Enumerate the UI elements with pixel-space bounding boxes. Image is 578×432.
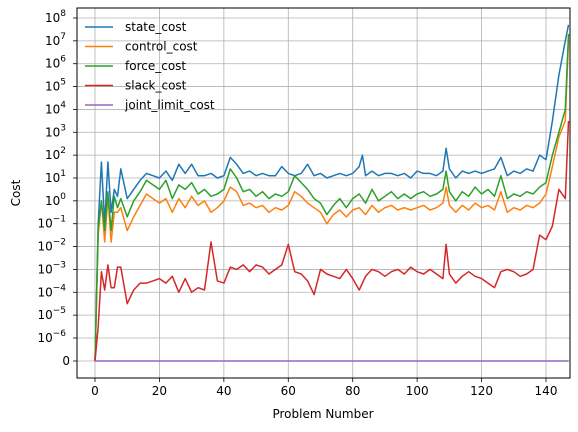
y-tick-label: 10−5 <box>37 306 66 322</box>
y-tick-exponent: 5 <box>60 78 66 88</box>
series-line-state_cost <box>94 24 570 362</box>
y-tick-label: 105 <box>45 78 66 94</box>
x-tick-label: 0 <box>91 384 99 398</box>
y-axis-label: Cost <box>9 179 23 206</box>
y-tick-exponent: 6 <box>60 55 66 65</box>
x-axis-label: Problem Number <box>272 407 373 421</box>
y-tick-exponent: 0 <box>60 192 66 202</box>
y-tick-exponent: −2 <box>53 238 66 248</box>
grid <box>77 8 570 378</box>
y-tick-label: 106 <box>45 55 66 71</box>
y-tick-base: 10 <box>45 80 60 94</box>
y-tick-exponent: −1 <box>53 215 66 225</box>
x-tick-label: 80 <box>345 384 360 398</box>
x-axis: 0 20 40 60 80 100 120 140 <box>91 378 557 398</box>
y-tick-label: 0 <box>62 354 70 368</box>
y-tick-exponent: 1 <box>60 169 66 179</box>
y-tick-label: 10−4 <box>37 283 66 299</box>
y-axis: 010−610−510−410−310−210−1100101102103104… <box>37 9 77 368</box>
y-tick-base: 10 <box>37 262 52 276</box>
series-line-force_cost <box>94 33 570 362</box>
y-tick-exponent: −5 <box>53 306 66 316</box>
series-line-slack_cost <box>94 120 570 362</box>
y-tick-base: 10 <box>45 194 60 208</box>
legend: state_cost control_cost force_cost slack_co… <box>85 20 215 112</box>
y-tick-label: 104 <box>45 100 66 116</box>
y-tick-label: 100 <box>45 192 66 208</box>
x-tick-label: 60 <box>281 384 296 398</box>
legend-label: force_cost <box>125 59 186 73</box>
y-tick-label: 10−3 <box>37 260 66 276</box>
legend-label: joint_limit_cost <box>124 98 215 112</box>
y-tick-base: 10 <box>45 148 60 162</box>
series-layer <box>94 24 570 362</box>
y-tick-base: 10 <box>37 331 52 345</box>
y-tick-exponent: −6 <box>53 329 67 339</box>
y-tick-exponent: 4 <box>60 100 66 110</box>
y-tick-base: 10 <box>37 217 52 231</box>
y-tick-base: 10 <box>45 125 60 139</box>
y-tick-label: 10−1 <box>37 215 66 231</box>
y-tick-label: 107 <box>45 32 66 48</box>
y-tick-exponent: 7 <box>60 32 66 42</box>
x-tick-label: 100 <box>406 384 429 398</box>
series-line-control_cost <box>94 40 570 362</box>
plot-frame <box>76 7 571 379</box>
legend-label: control_cost <box>125 40 198 54</box>
y-tick-exponent: 8 <box>60 9 66 19</box>
y-tick-exponent: −4 <box>53 283 67 293</box>
x-tick-label: 20 <box>152 384 167 398</box>
y-tick-exponent: 3 <box>60 123 66 133</box>
y-tick-exponent: 2 <box>60 146 66 156</box>
y-tick-base: 10 <box>45 34 60 48</box>
y-tick-label: 102 <box>45 146 66 162</box>
y-tick-base: 10 <box>45 11 60 25</box>
y-tick-base: 10 <box>45 171 60 185</box>
y-tick-base: 10 <box>45 102 60 116</box>
x-tick-label: 120 <box>470 384 493 398</box>
y-tick-label: 101 <box>45 169 66 185</box>
y-tick-label: 108 <box>45 9 66 25</box>
y-tick-label: 10−6 <box>37 329 66 345</box>
x-tick-label: 40 <box>216 384 231 398</box>
legend-label: state_cost <box>125 20 187 34</box>
y-tick-base: 10 <box>37 285 52 299</box>
y-tick-base: 10 <box>45 57 60 71</box>
y-tick-base: 10 <box>37 308 52 322</box>
y-tick-label: 10−2 <box>37 238 66 254</box>
legend-label: slack_cost <box>125 79 187 93</box>
x-tick-label: 140 <box>535 384 558 398</box>
y-tick-exponent: −3 <box>53 260 66 270</box>
y-tick-label: 103 <box>45 123 66 139</box>
y-tick-base: 10 <box>37 240 52 254</box>
